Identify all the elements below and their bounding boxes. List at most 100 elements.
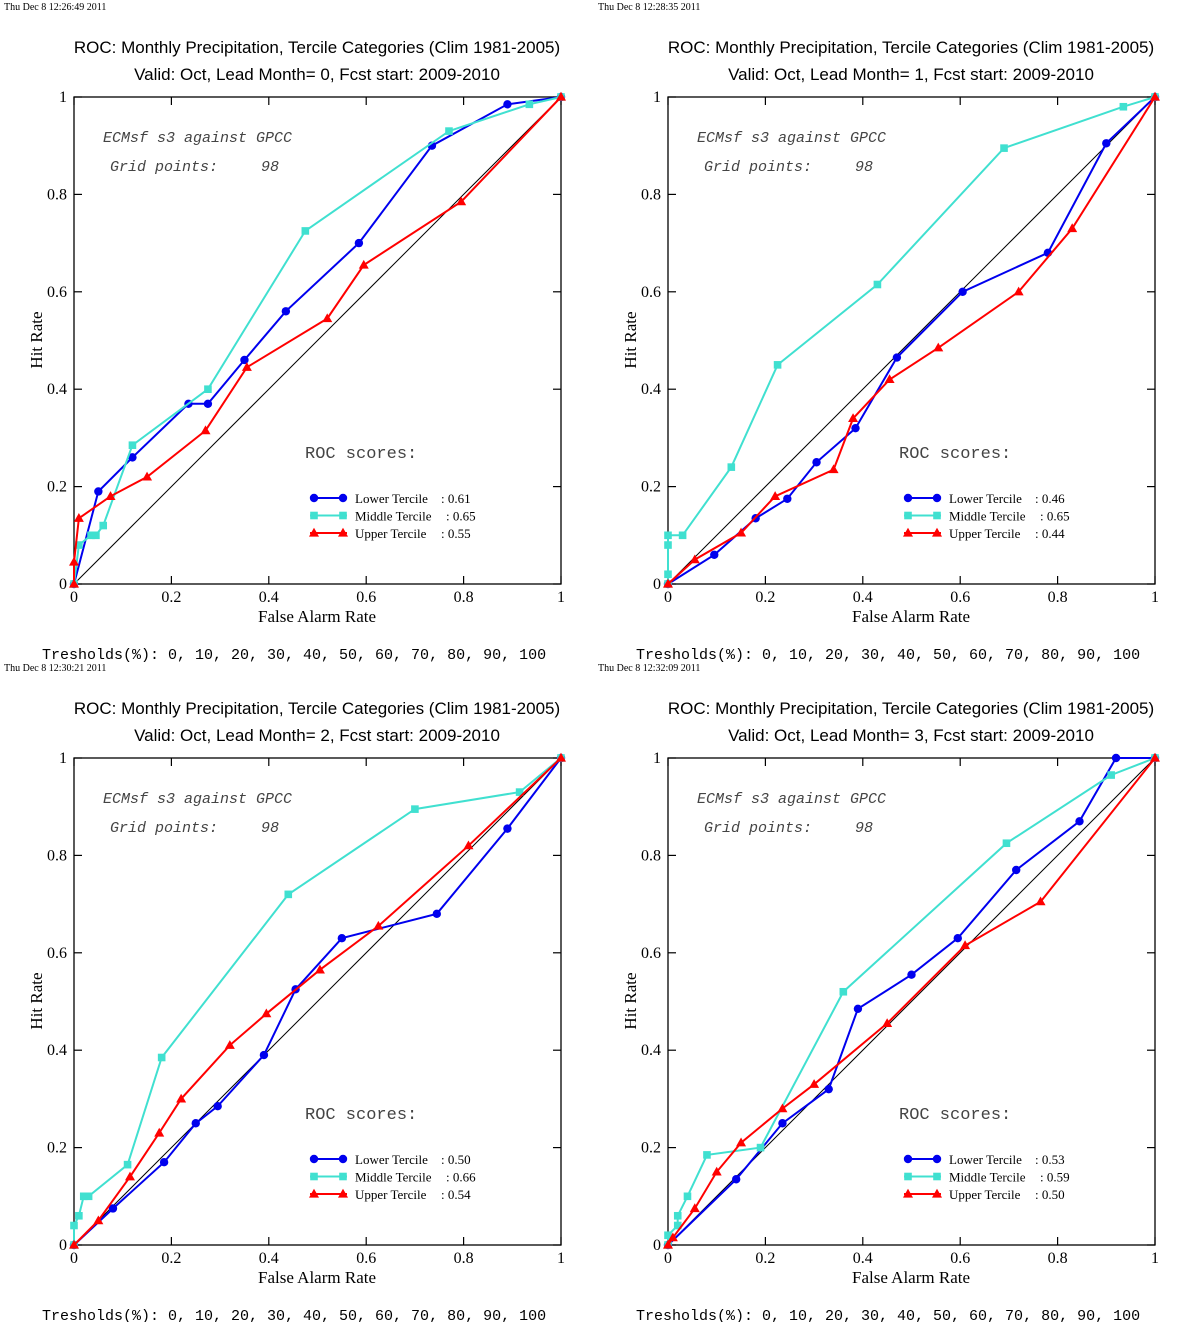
- legend-marker: [339, 1172, 347, 1181]
- data-point: [92, 531, 100, 540]
- data-point: [1012, 865, 1021, 875]
- chart-subtitle: Valid: Oct, Lead Month= 0, Fcst start: 2…: [134, 65, 500, 84]
- y-tick-label: 0: [59, 1237, 67, 1254]
- data-point: [770, 491, 781, 500]
- legend-entry-middle: Middle Tercile: 0.59: [904, 1170, 1070, 1185]
- legend-name: Middle Tercile: [355, 509, 432, 524]
- data-point: [87, 531, 95, 540]
- legend-entry-upper: Upper Tercile: 0.55: [309, 526, 471, 541]
- data-point: [664, 1231, 672, 1240]
- x-tick-label: 0: [664, 589, 672, 606]
- data-point: [411, 805, 419, 813]
- y-axis-label: Hit Rate: [621, 972, 640, 1029]
- plot-frame: [667, 96, 1156, 585]
- data-point: [125, 1171, 136, 1181]
- y-tick-label: 0.6: [47, 284, 67, 301]
- data-point: [839, 987, 848, 996]
- data-point: [79, 1192, 88, 1201]
- legend-marker: [309, 527, 319, 537]
- data-point: [556, 752, 566, 762]
- data-point: [736, 1137, 747, 1147]
- data-point: [1067, 223, 1078, 233]
- legend-score: : 0.59: [1040, 1170, 1070, 1185]
- x-tick-label: 0: [664, 1250, 672, 1267]
- legend-entry-middle: Middle Tercile: 0.66: [310, 1170, 476, 1185]
- data-point: [960, 940, 971, 950]
- series-upper-tercile: [69, 91, 566, 588]
- data-point: [525, 100, 534, 109]
- y-tick-label: 0.6: [47, 945, 67, 962]
- legend-score: : 0.55: [441, 526, 471, 541]
- legend-entry-upper: Upper Tercile: 0.50: [903, 1187, 1065, 1202]
- data-point: [664, 531, 672, 540]
- y-tick-label: 0.6: [641, 284, 661, 301]
- data-point: [463, 840, 474, 850]
- y-tick-label: 0.6: [641, 945, 661, 962]
- x-tick-label: 0.2: [755, 1250, 775, 1267]
- data-point: [69, 1239, 79, 1249]
- y-tick-label: 0.8: [641, 186, 661, 203]
- data-point: [777, 1103, 788, 1113]
- data-point: [824, 1084, 833, 1094]
- data-point: [69, 556, 79, 566]
- legend-entry-lower: Lower Tercile: 0.53: [903, 1152, 1065, 1167]
- data-point: [123, 1160, 132, 1169]
- data-point: [159, 1158, 169, 1167]
- roc-panel-4: Thu Dec 8 12:32:09 2011 ROC: Monthly Prec…: [598, 663, 1160, 1322]
- legend-score: : 0.44: [1035, 526, 1065, 541]
- data-point: [94, 487, 103, 496]
- data-point: [75, 541, 83, 549]
- thresholds-line: Tresholds(%): 0, 10, 20, 30, 40, 50, 60,…: [42, 1308, 546, 1322]
- data-point: [261, 1008, 272, 1018]
- data-point: [108, 1204, 118, 1213]
- legend-marker: [310, 511, 318, 520]
- x-tick-label: 0.6: [950, 589, 970, 606]
- grid-points-label: Grid points:: [704, 159, 812, 176]
- data-point: [731, 1175, 741, 1184]
- series-middle-tercile: [70, 754, 565, 1249]
- data-point: [154, 1127, 165, 1137]
- no-skill-diagonal: [73, 96, 562, 585]
- legend-marker: [338, 1154, 348, 1164]
- x-axis-label: False Alarm Rate: [852, 607, 970, 626]
- legend-name: Upper Tercile: [355, 1187, 427, 1202]
- data-point: [683, 1192, 692, 1201]
- legend-name: Upper Tercile: [949, 1187, 1021, 1202]
- y-tick-label: 0.2: [641, 479, 661, 496]
- legend-entry-upper: Upper Tercile: 0.54: [309, 1187, 471, 1202]
- data-point: [432, 909, 442, 919]
- data-point: [200, 425, 211, 435]
- x-tick-label: 0.8: [1048, 589, 1068, 606]
- x-tick-label: 0.4: [259, 589, 279, 606]
- timestamp: Thu Dec 8 12:28:35 2011: [598, 2, 700, 13]
- data-point: [84, 1192, 93, 1201]
- x-axis-label: False Alarm Rate: [258, 1268, 376, 1287]
- data-point: [736, 527, 747, 537]
- data-point: [678, 531, 687, 540]
- data-point: [892, 353, 902, 362]
- x-axis-label: False Alarm Rate: [852, 1268, 970, 1287]
- x-tick-label: 0.4: [853, 589, 873, 606]
- legend-marker: [903, 493, 913, 503]
- data-point: [664, 570, 672, 579]
- legend-marker: [903, 1188, 913, 1198]
- data-point: [203, 399, 213, 409]
- legend-score: : 0.65: [1040, 509, 1070, 524]
- data-point: [515, 788, 524, 796]
- data-point: [1107, 771, 1115, 779]
- data-point: [373, 920, 384, 930]
- no-skill-diagonal: [73, 757, 562, 1246]
- x-tick-label: 0.8: [454, 1250, 474, 1267]
- data-point: [73, 513, 84, 522]
- x-axis-label: False Alarm Rate: [258, 607, 376, 626]
- series-upper-tercile: [69, 752, 566, 1249]
- data-point: [663, 578, 673, 588]
- y-tick-label: 0: [653, 1237, 661, 1254]
- grid-points-value: 98: [855, 159, 873, 176]
- x-tick-label: 1: [1151, 589, 1159, 606]
- y-tick-label: 0.8: [47, 847, 67, 864]
- data-point: [907, 970, 916, 979]
- data-point: [884, 374, 895, 384]
- data-point: [828, 464, 839, 474]
- data-point: [445, 127, 453, 135]
